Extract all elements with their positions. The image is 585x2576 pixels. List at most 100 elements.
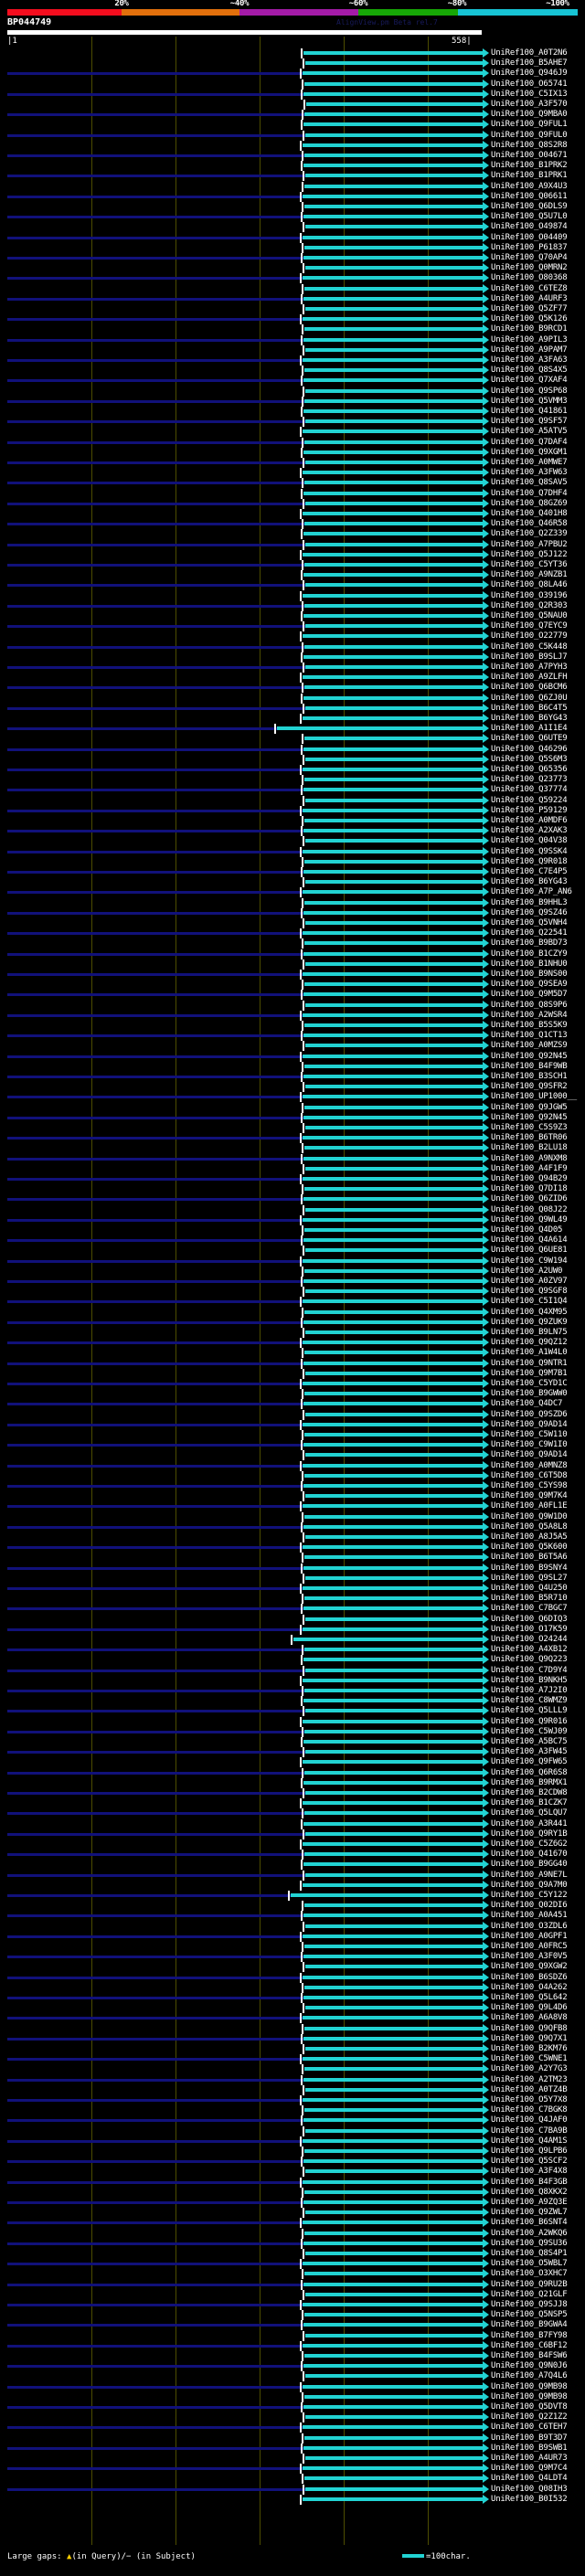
- hit-label[interactable]: UniRef100_UP1000__: [491, 1092, 577, 1102]
- hit-label[interactable]: UniRef100_B1NHU0: [491, 959, 568, 969]
- alignment-row[interactable]: UniRef100_A0MDF6: [0, 816, 585, 826]
- hsp-bar[interactable]: [303, 1504, 483, 1509]
- hit-label[interactable]: UniRef100_A3FA63: [491, 355, 568, 365]
- hsp-bar[interactable]: [303, 532, 483, 536]
- alignment-row[interactable]: UniRef100_Q5J122: [0, 549, 585, 560]
- hit-label[interactable]: UniRef100_C5YS98: [491, 1481, 568, 1490]
- hsp-bar[interactable]: [303, 2303, 483, 2306]
- hsp-bar[interactable]: [305, 1494, 483, 1499]
- alignment-row[interactable]: UniRef100_Q5S6M3: [0, 754, 585, 765]
- hit-label[interactable]: UniRef100_Q7DAF4: [491, 437, 568, 447]
- hsp-bar[interactable]: [304, 81, 483, 86]
- hsp-bar[interactable]: [303, 695, 483, 700]
- hit-label[interactable]: UniRef100_Q37774: [491, 785, 568, 795]
- alignment-row[interactable]: UniRef100_Q7XAF4: [0, 376, 585, 387]
- alignment-row[interactable]: UniRef100_B6C4T5: [0, 703, 585, 714]
- alignment-row[interactable]: UniRef100_B9RMX1: [0, 1777, 585, 1788]
- hit-label[interactable]: UniRef100_B9GG40: [491, 1860, 568, 1870]
- alignment-row[interactable]: UniRef100_A7Q4L6: [0, 2371, 585, 2382]
- hsp-bar[interactable]: [303, 1136, 483, 1140]
- hit-label[interactable]: UniRef100_B9SNY4: [491, 1563, 568, 1573]
- hit-label[interactable]: UniRef100_A7J2I0: [491, 1686, 568, 1695]
- hsp-bar[interactable]: [303, 654, 483, 659]
- hit-label[interactable]: UniRef100_B9LN75: [491, 1328, 568, 1337]
- hsp-bar[interactable]: [303, 2159, 483, 2164]
- hsp-bar[interactable]: [304, 819, 483, 822]
- hsp-bar[interactable]: [303, 2118, 483, 2123]
- hsp-bar[interactable]: [303, 1258, 483, 1263]
- hsp-bar[interactable]: [303, 317, 483, 322]
- hit-label[interactable]: UniRef100_A4URF3: [491, 293, 568, 303]
- hsp-bar[interactable]: [304, 563, 483, 567]
- hit-label[interactable]: UniRef100_A2UW0: [491, 1266, 563, 1276]
- hsp-bar[interactable]: [304, 2108, 483, 2113]
- hit-label[interactable]: UniRef100_B6T5A6: [491, 1553, 568, 1563]
- hit-label[interactable]: UniRef100_Q70AP4: [491, 253, 568, 262]
- hit-label[interactable]: UniRef100_B2KM76: [491, 2044, 568, 2053]
- alignment-row[interactable]: UniRef100_Q5SCF2: [0, 2157, 585, 2168]
- hsp-bar[interactable]: [304, 1187, 483, 1192]
- hsp-bar[interactable]: [303, 471, 483, 475]
- alignment-row[interactable]: UniRef100_Q92N45: [0, 1112, 585, 1123]
- hsp-bar[interactable]: [303, 2221, 483, 2225]
- alignment-row[interactable]: UniRef100_Q4XM95: [0, 1307, 585, 1318]
- alignment-row[interactable]: UniRef100_Q46R58: [0, 519, 585, 530]
- hit-label[interactable]: UniRef100_B5S5K9: [491, 1021, 568, 1030]
- hsp-bar[interactable]: [303, 235, 483, 239]
- alignment-row[interactable]: UniRef100_A2Y7G3: [0, 2064, 585, 2075]
- hsp-bar[interactable]: [303, 358, 483, 362]
- hsp-bar[interactable]: [305, 174, 483, 178]
- alignment-row[interactable]: UniRef100_Q08J22: [0, 1204, 585, 1215]
- hsp-bar[interactable]: [304, 685, 483, 690]
- alignment-row[interactable]: UniRef100_A0GPF1: [0, 1931, 585, 1942]
- hit-label[interactable]: UniRef100_C6T5D8: [491, 1470, 568, 1480]
- hit-label[interactable]: UniRef100_C9W1I0: [491, 1440, 568, 1450]
- hsp-bar[interactable]: [304, 1514, 483, 1519]
- hit-label[interactable]: UniRef100_A0MWE7: [491, 458, 568, 467]
- alignment-row[interactable]: UniRef100_Q65356: [0, 765, 585, 775]
- hsp-bar[interactable]: [303, 1217, 483, 1222]
- hit-label[interactable]: UniRef100_O80368: [491, 273, 568, 283]
- hsp-bar[interactable]: [303, 1658, 483, 1662]
- alignment-row[interactable]: UniRef100_Q6UTE9: [0, 734, 585, 745]
- hsp-bar[interactable]: [304, 2067, 483, 2072]
- hsp-bar[interactable]: [303, 614, 483, 618]
- hsp-bar[interactable]: [303, 194, 483, 198]
- alignment-row[interactable]: UniRef100_C5YT36: [0, 560, 585, 570]
- alignment-row[interactable]: UniRef100_Q23773: [0, 775, 585, 786]
- alignment-row[interactable]: UniRef100_O65741: [0, 79, 585, 90]
- hit-label[interactable]: UniRef100_B6SNT4: [491, 2218, 568, 2228]
- alignment-row[interactable]: UniRef100_C8WMZ9: [0, 1696, 585, 1707]
- alignment-row[interactable]: UniRef100_Q4LDT4: [0, 2474, 585, 2485]
- hit-label[interactable]: UniRef100_Q5NAU0: [491, 611, 568, 620]
- hit-label[interactable]: UniRef100_A4UR73: [491, 2454, 568, 2463]
- hsp-bar[interactable]: [305, 1924, 483, 1928]
- hit-label[interactable]: UniRef100_Q8S4X5: [491, 366, 568, 376]
- alignment-row[interactable]: UniRef100_Q5NSP5: [0, 2310, 585, 2321]
- alignment-row[interactable]: UniRef100_Q9SZD6: [0, 1409, 585, 1420]
- hsp-bar[interactable]: [303, 634, 483, 639]
- hit-label[interactable]: UniRef100_Q9RY1B: [491, 1829, 568, 1839]
- alignment-row[interactable]: UniRef100_Q9AD14: [0, 1419, 585, 1430]
- alignment-row[interactable]: UniRef100_A0TZ4B: [0, 2084, 585, 2095]
- hit-label[interactable]: UniRef100_Q9QFB8: [491, 2023, 568, 2033]
- alignment-row[interactable]: UniRef100_C5Y122: [0, 1891, 585, 1901]
- hit-label[interactable]: UniRef100_B9BD73: [491, 938, 568, 949]
- hit-label[interactable]: UniRef100_Q8XKX2: [491, 2187, 568, 2197]
- hit-label[interactable]: UniRef100_Q21GLF: [491, 2289, 568, 2299]
- hsp-bar[interactable]: [304, 440, 483, 444]
- alignment-row[interactable]: UniRef100_B9NKH5: [0, 1675, 585, 1686]
- hit-label[interactable]: UniRef100_A2XAK3: [491, 826, 568, 836]
- alignment-row[interactable]: UniRef100_Q94B29: [0, 1174, 585, 1184]
- hsp-bar[interactable]: [304, 1945, 483, 1948]
- hit-label[interactable]: UniRef100_Q9SF57: [491, 417, 568, 427]
- hit-label[interactable]: UniRef100_Q9AD14: [491, 1419, 568, 1429]
- alignment-row[interactable]: UniRef100_Q9MB98: [0, 2391, 585, 2402]
- hsp-bar[interactable]: [303, 2138, 483, 2143]
- alignment-row[interactable]: UniRef100_P59129: [0, 805, 585, 816]
- hsp-bar[interactable]: [305, 1371, 483, 1375]
- hsp-bar[interactable]: [303, 1913, 483, 1918]
- hit-label[interactable]: UniRef100_P61837: [491, 242, 568, 252]
- hit-label[interactable]: UniRef100_Q9ZUK9: [491, 1317, 568, 1327]
- hit-label[interactable]: UniRef100_Q6UE81: [491, 1246, 568, 1256]
